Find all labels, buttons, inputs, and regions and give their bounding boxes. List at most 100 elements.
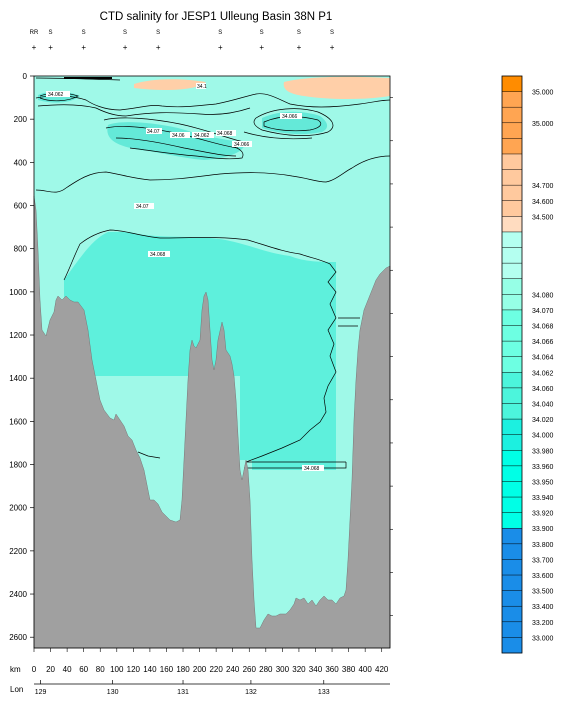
contour-label: 34.1 xyxy=(197,84,207,90)
colorbar-label: 33.920 xyxy=(532,511,554,518)
colorbar-swatch xyxy=(502,263,522,280)
surface-lens-east xyxy=(283,76,390,99)
x-axis-label: km xyxy=(10,665,21,674)
lon-tick-label: 129 xyxy=(35,689,47,696)
colorbar-swatch xyxy=(502,403,522,420)
y-tick-label: 0 xyxy=(23,72,28,81)
colorbar-swatch xyxy=(502,91,522,108)
colorbar-swatch xyxy=(502,575,522,591)
station-marker: + xyxy=(330,43,335,52)
x-tick-label: 40 xyxy=(63,665,72,674)
colorbar-swatch xyxy=(502,185,522,202)
colorbar-label: 34.062 xyxy=(532,370,554,377)
x-tick-label: 120 xyxy=(127,665,141,674)
plot-area: 34.062 34.1 34.07 34.06 34.062 34.068 34… xyxy=(33,75,391,649)
colorbar-swatch xyxy=(502,325,522,342)
station-marker: + xyxy=(123,43,128,52)
station-marker: + xyxy=(32,43,37,52)
lon-axis-label: Lon xyxy=(10,685,23,694)
colorbar-swatch xyxy=(502,434,522,451)
station-label: S xyxy=(218,30,222,36)
colorbar-swatch xyxy=(502,450,522,467)
y-tick-label: 600 xyxy=(14,202,28,211)
x-tick-label: 180 xyxy=(176,665,190,674)
station-label: S xyxy=(82,30,86,36)
colorbar-frame xyxy=(501,75,523,654)
colorbar-swatch xyxy=(502,294,522,311)
x-tick-label: 200 xyxy=(193,665,207,674)
lon-tick-label: 133 xyxy=(318,689,330,696)
colorbar-label: 33.700 xyxy=(532,557,554,564)
colorbar-label: 35.000 xyxy=(532,121,554,128)
contour-label: 34.062 xyxy=(48,92,64,98)
colorbar-swatch xyxy=(502,309,522,326)
lon-tick-label: 130 xyxy=(107,689,119,696)
colorbar-swatch xyxy=(502,122,522,139)
station-marker: + xyxy=(218,43,223,52)
surface-lens-west xyxy=(134,79,206,90)
colorbar-swatch xyxy=(502,419,522,435)
station-label: S xyxy=(297,30,301,36)
colorbar-swatch xyxy=(502,107,522,124)
x-tick-label: 80 xyxy=(96,665,105,674)
x-tick-label: 240 xyxy=(226,665,240,674)
colorbar-swatch xyxy=(502,637,522,654)
x-tick-label: 60 xyxy=(79,665,88,674)
y-tick-label: 1000 xyxy=(9,288,27,297)
colorbar-label: 34.500 xyxy=(532,214,554,221)
y-tick-label: 1600 xyxy=(9,417,27,426)
x-axis: km 0 20 40 60 80 100 120 140 160 180 200 220 240 260 28… xyxy=(10,648,389,674)
colorbar-swatch xyxy=(502,341,522,358)
colorbar-label: 33.960 xyxy=(532,464,554,471)
colorbar-swatch xyxy=(502,512,522,529)
colorbar-swatch xyxy=(502,543,522,560)
x-tick-label: 20 xyxy=(46,665,55,674)
colorbar-swatch xyxy=(502,138,522,155)
y-tick-label: 2600 xyxy=(9,633,27,642)
colorbar-swatch xyxy=(502,169,522,186)
colorbar-swatch xyxy=(502,559,522,576)
lon-tick-label: 132 xyxy=(245,689,257,696)
colorbar-label: 33.950 xyxy=(532,479,554,486)
lon-axis: Lon 129 130 131 132 133 xyxy=(10,680,390,696)
plot-frame xyxy=(33,75,391,649)
contour-label-group: 34.062 34.1 34.07 34.06 34.062 34.068 34… xyxy=(46,83,324,472)
y-axis: 0 200 400 600 800 1000 1200 1400 1600 1800 2000 220… xyxy=(9,72,393,642)
contour-label: 34.062 xyxy=(194,133,210,139)
colorbar-label: 34.040 xyxy=(532,401,554,408)
colorbar-swatch xyxy=(502,621,522,638)
station-marker: + xyxy=(297,43,302,52)
x-tick-label: 400 xyxy=(358,665,372,674)
x-tick-label: 420 xyxy=(375,665,389,674)
contour-label: 34.068 xyxy=(304,466,320,472)
y-tick-label: 2000 xyxy=(9,504,27,513)
contour-label: 34.066 xyxy=(234,142,250,148)
x-tick-label: 0 xyxy=(32,665,37,674)
colorbar-label: 34.700 xyxy=(532,183,554,190)
y-tick-label: 200 xyxy=(14,115,28,124)
colorbar-swatch xyxy=(502,528,522,545)
x-tick-label: 320 xyxy=(292,665,306,674)
y-tick-label: 1200 xyxy=(9,331,27,340)
station-marker: + xyxy=(48,43,53,52)
y-tick-label: 2400 xyxy=(9,590,27,599)
contour-label: 34.06 xyxy=(172,133,185,139)
x-tick-label: 380 xyxy=(342,665,356,674)
colorbar-label: 33.900 xyxy=(532,526,554,533)
y-tick-label: 800 xyxy=(14,245,28,254)
colorbar-label: 33.400 xyxy=(532,604,554,611)
colorbar-swatch xyxy=(502,356,522,373)
colorbar-swatch xyxy=(502,590,522,607)
colorbar-swatch xyxy=(502,247,522,264)
colorbar-swatch xyxy=(502,76,522,92)
colorbar-label: 34.068 xyxy=(532,324,554,331)
x-tick-label: 280 xyxy=(259,665,273,674)
colorbar-swatch xyxy=(502,387,522,404)
colorbar-label: 34.066 xyxy=(532,339,554,346)
colorbar-swatch xyxy=(502,481,522,498)
colorbar: 35.000 35.000 34.700 34.600 34.500 34.080 34.0… xyxy=(501,75,554,654)
colorbar-label: 33.800 xyxy=(532,542,554,549)
colorbar-swatch xyxy=(502,372,522,389)
colorbar-swatch xyxy=(502,606,522,623)
